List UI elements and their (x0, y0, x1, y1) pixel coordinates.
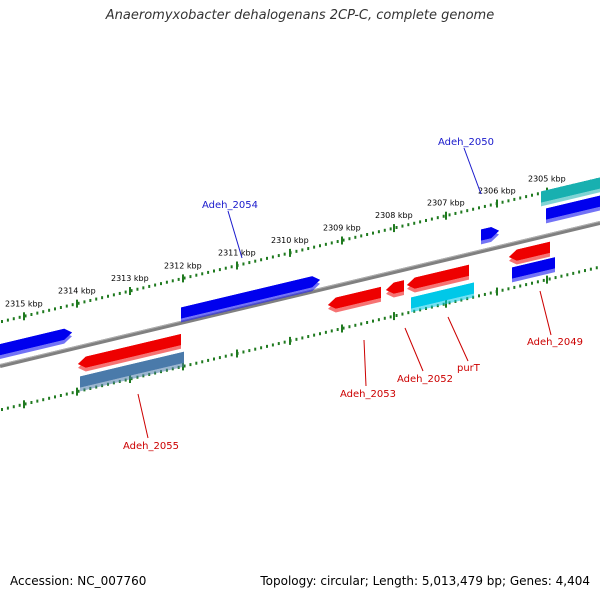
gene-feature-adeh-2053[interactable] (328, 286, 381, 313)
gene-feature-adeh-2049-red[interactable] (509, 241, 550, 265)
gene-feature-adeh-2050[interactable] (481, 227, 499, 245)
tick-label: 2315 kbp (5, 299, 43, 308)
gene-leader-line (463, 147, 482, 195)
tick-label: 2307 kbp (427, 199, 465, 208)
genome-backbone (0, 221, 600, 368)
gene-face (546, 195, 600, 220)
gene-feature-small-red[interactable] (386, 280, 404, 298)
gene-feature-adeh-2052[interactable] (407, 264, 469, 293)
feature-layer (0, 175, 600, 392)
tick-label: 2305 kbp (528, 175, 566, 184)
gene-feature-upper-left[interactable] (0, 328, 72, 362)
gene-face (328, 286, 381, 309)
upper-tick-row (1, 178, 598, 324)
gene-label[interactable]: Adeh_2055 (123, 441, 179, 452)
gene-feature-adeh-2054[interactable] (181, 276, 320, 323)
gene-feature-purt[interactable] (411, 282, 474, 313)
gene-face (512, 257, 555, 279)
accession-text: Accession: NC_007760 (10, 574, 147, 588)
gene-face (509, 241, 550, 261)
gene-face (0, 328, 72, 356)
gene-face (541, 177, 600, 203)
tick-label: 2309 kbp (323, 223, 361, 232)
gene-label[interactable]: Adeh_2052 (397, 374, 453, 385)
gene-label[interactable]: purT (457, 363, 481, 374)
gene-feature-adeh-2049-blue[interactable] (512, 257, 555, 283)
gene-feature-teal-right[interactable] (541, 175, 600, 207)
gene-face (181, 276, 320, 319)
gene-face (411, 282, 474, 309)
gene-feature-adeh-2055-steel[interactable] (80, 351, 184, 392)
gene-leader-line (363, 339, 367, 387)
gene-leader-line (227, 210, 243, 259)
tick-label: 2308 kbp (375, 211, 413, 220)
gene-leader-line (447, 316, 469, 362)
gene-face (78, 333, 181, 368)
gene-leader-line (404, 327, 424, 372)
label-layer: 2315 kbp 2314 kbp 2313 kbp 2312 kbp 2311 kbp… (5, 137, 583, 452)
map-title: Anaeromyxobacter dehalogenans 2CP-C, com… (105, 8, 495, 23)
gene-leader-line (539, 290, 552, 336)
gene-label[interactable]: Adeh_2054 (202, 200, 258, 211)
gene-leader-line (137, 393, 149, 439)
tick-label: 2314 kbp (58, 287, 96, 296)
tick-label: 2313 kbp (111, 274, 149, 283)
gene-feature-adeh-2055-red[interactable] (78, 333, 181, 372)
gene-feature-upper-right[interactable] (546, 193, 600, 224)
gene-face (481, 227, 499, 241)
tick-label: 2311 kbp (218, 249, 256, 258)
tick-label: 2312 kbp (164, 261, 202, 270)
tick-label: 2306 kbp (478, 187, 516, 196)
genome-info-text: Topology: circular; Length: 5,013,479 bp… (260, 574, 590, 588)
gene-label[interactable]: Adeh_2050 (438, 137, 494, 148)
gene-face (80, 351, 184, 388)
tick-label: 2310 kbp (271, 236, 309, 245)
gene-label[interactable]: Adeh_2053 (340, 389, 396, 400)
gene-label[interactable]: Adeh_2049 (527, 337, 583, 348)
gene-face (386, 280, 404, 294)
gene-face (407, 264, 469, 289)
